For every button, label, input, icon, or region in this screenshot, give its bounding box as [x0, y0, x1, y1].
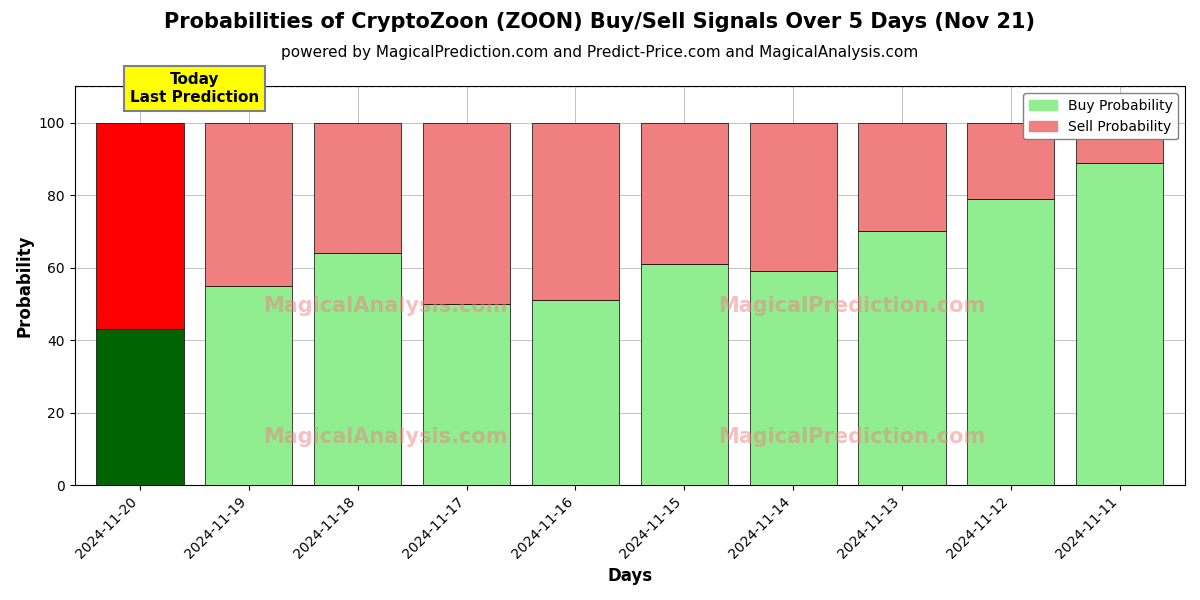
Bar	[1076, 163, 1163, 485]
Text: MagicalPrediction.com: MagicalPrediction.com	[719, 427, 985, 447]
Legend: Buy Probability, Sell Probability: Buy Probability, Sell Probability	[1024, 94, 1178, 139]
Bar	[422, 304, 510, 485]
Text: MagicalAnalysis.com: MagicalAnalysis.com	[263, 427, 508, 447]
Bar	[205, 286, 293, 485]
Text: MagicalPrediction.com: MagicalPrediction.com	[719, 296, 985, 316]
Y-axis label: Probability: Probability	[16, 235, 34, 337]
Text: Today
Last Prediction: Today Last Prediction	[130, 72, 259, 104]
Bar	[750, 271, 836, 485]
Text: MagicalAnalysis.com: MagicalAnalysis.com	[263, 296, 508, 316]
Bar	[422, 122, 510, 304]
Bar	[750, 122, 836, 271]
Bar	[641, 264, 727, 485]
Bar	[532, 122, 619, 300]
Bar	[858, 232, 946, 485]
Bar	[96, 122, 184, 329]
Text: Probabilities of CryptoZoon (ZOON) Buy/Sell Signals Over 5 Days (Nov 21): Probabilities of CryptoZoon (ZOON) Buy/S…	[164, 12, 1036, 32]
Bar	[641, 122, 727, 264]
Bar	[858, 122, 946, 232]
Bar	[1076, 122, 1163, 163]
Bar	[532, 300, 619, 485]
Bar	[205, 122, 293, 286]
X-axis label: Days: Days	[607, 567, 653, 585]
Bar	[967, 122, 1055, 199]
Text: powered by MagicalPrediction.com and Predict-Price.com and MagicalAnalysis.com: powered by MagicalPrediction.com and Pre…	[281, 45, 919, 60]
Bar	[967, 199, 1055, 485]
Bar	[314, 122, 401, 253]
Bar	[314, 253, 401, 485]
Bar	[96, 329, 184, 485]
